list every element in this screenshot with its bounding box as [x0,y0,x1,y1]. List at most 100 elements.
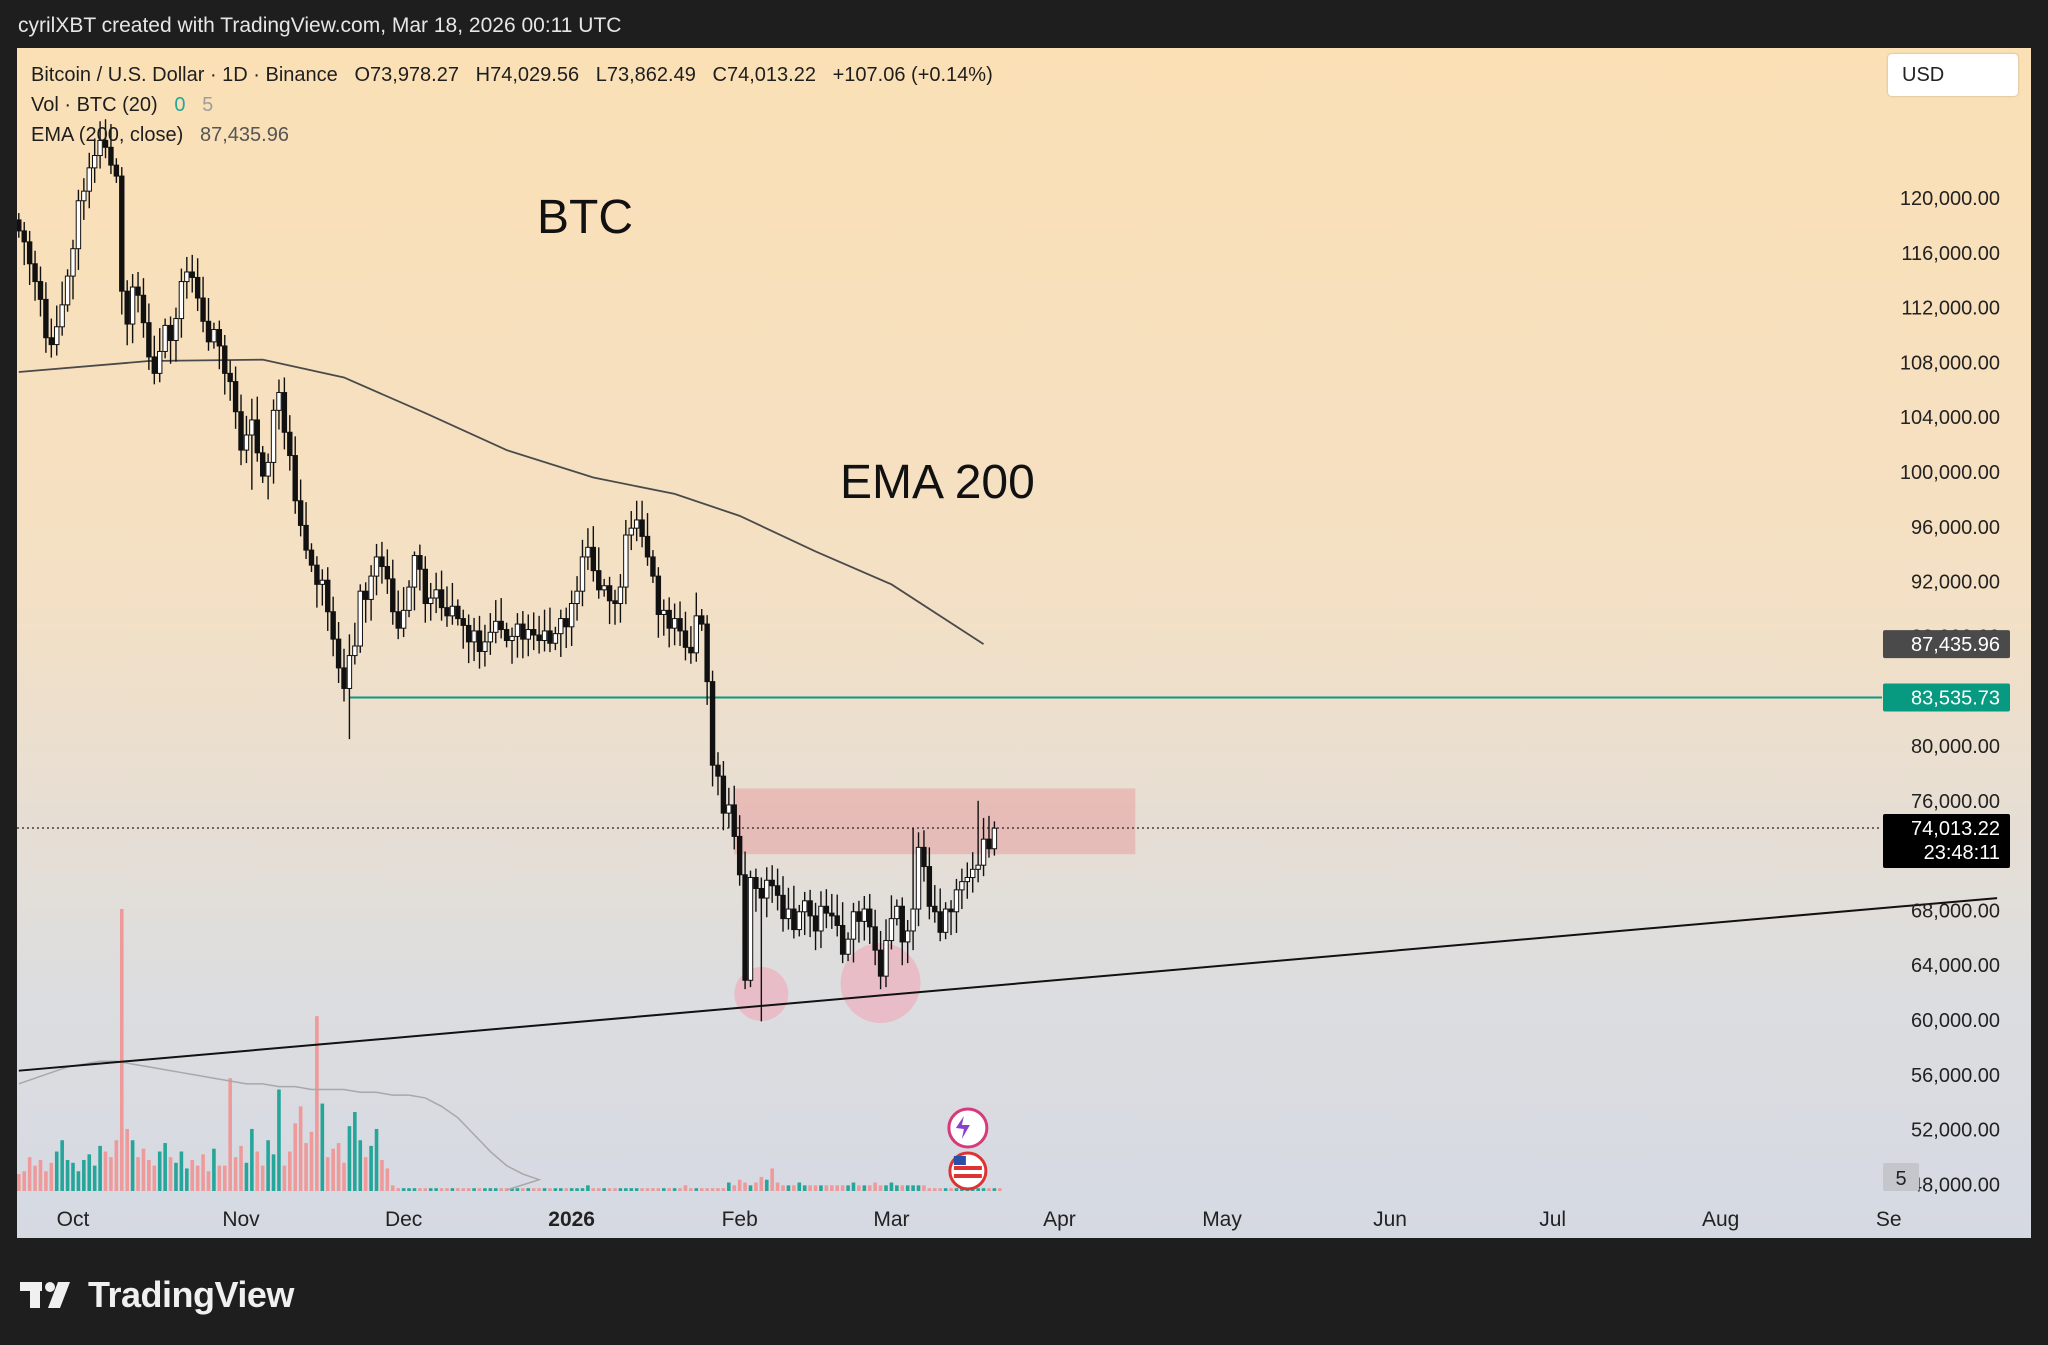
volume-bar [358,1140,363,1191]
volume-bar [699,1188,704,1191]
candle-down [688,646,694,654]
legend-ema-label: EMA (200, close) [31,124,184,146]
candle-down [48,337,55,346]
candle-up [796,911,802,931]
candle-up [915,846,922,910]
candle-down [119,175,125,292]
volume-bar [932,1188,937,1191]
volume-ma-line [18,1060,542,1191]
x-axis-tick-label: Jun [1373,1208,1407,1231]
volume-bar [976,1188,980,1191]
volume-bar [304,1143,308,1191]
candle-down [390,578,396,613]
candle-up [91,155,98,169]
volume-bar [483,1188,487,1191]
volume-bar [661,1188,666,1191]
candle-down [807,900,813,917]
volume-bar [727,1182,731,1191]
volume-bar [49,1162,54,1191]
volume-bar [190,1159,195,1191]
candle-up [368,575,374,600]
candle-up [601,585,607,591]
volume-bar [998,1188,1002,1191]
x-axis-tick-label: Apr [1043,1208,1076,1231]
candle-down [281,392,288,433]
chart-frame[interactable]: BTC EMA 200 120,000.00 116,000.00 112,000.00… [17,48,2031,1238]
candle-down [438,589,445,609]
candle-down [709,681,716,766]
volume-bar [867,1185,872,1191]
volume-bar [98,1145,102,1191]
volume-bar [743,1182,747,1191]
candle-up [894,905,900,920]
candle-down [194,276,201,299]
volume-bar [87,1154,92,1191]
volume-bar [900,1185,905,1191]
candle-up [428,597,434,605]
volume-bar [217,1165,222,1191]
volume-bar [531,1188,536,1191]
volume-bar [884,1185,888,1191]
volume-bar [813,1185,818,1191]
volume-bar [27,1157,32,1191]
candle-down [205,320,212,343]
candle-up [276,392,282,411]
legend-symbol: Bitcoin / U.S. Dollar · 1D · Binance [31,64,338,86]
chart-legend: Bitcoin / U.S. Dollar · 1D · Binance O73… [31,60,993,150]
x-axis-tick-label: Oct [57,1208,90,1231]
volume-bar [526,1188,531,1191]
y-axis-tick-label: 116,000.00 [1901,243,2000,265]
candle-up [86,167,92,192]
candle-down [140,294,147,324]
volume-bar [71,1162,75,1191]
candle-up [671,618,678,629]
candle-down [834,915,840,926]
volume-bar [683,1185,688,1191]
candle-down [417,555,423,570]
candle-down [606,585,613,602]
candle-down [151,356,158,374]
candle-down [455,605,461,620]
candle-up [373,556,380,577]
volume-bar [640,1188,644,1191]
volume-bar [174,1162,178,1191]
candle-down [921,846,927,868]
volume-bar [369,1145,373,1191]
candle-down [872,926,878,951]
candle-down [682,630,689,648]
volume-bar [672,1188,677,1191]
candle-up [959,881,965,891]
volume-bar [878,1185,883,1191]
volume-bar [195,1165,200,1191]
price-chart[interactable]: BTC EMA 200 120,000.00 116,000.00 112,000.00… [17,48,2031,1238]
candle-down [531,629,537,636]
volume-bar [521,1188,525,1191]
currency-select-button[interactable]: USD [1888,54,2018,96]
volume-bar [911,1185,915,1191]
volume-bar [607,1188,612,1191]
candle-up [173,318,179,341]
volume-bar [542,1188,547,1191]
volume-bar [434,1188,438,1191]
ema-200-annotation: EMA 200 [840,456,1035,509]
candle-down [877,949,884,977]
us-flag-canton [953,1156,966,1165]
volume-bar [564,1188,569,1191]
candle-down [731,804,737,837]
volume-bar [905,1185,910,1191]
candle-down [948,908,954,913]
volume-bar [840,1185,845,1191]
volume-bar [927,1188,932,1191]
volume-bar [212,1148,216,1191]
candle-up [487,631,494,643]
x-axis-tick-label: Aug [1702,1208,1739,1231]
candle-down [677,618,683,632]
volume-bar [775,1182,780,1191]
volume-bar [786,1185,791,1191]
candle-up [623,534,629,588]
volume-bar [461,1188,466,1191]
volume-bar [678,1188,682,1191]
x-axis-tick-label: Jul [1539,1208,1566,1231]
candle-down [812,915,819,932]
candle-up [211,329,217,343]
